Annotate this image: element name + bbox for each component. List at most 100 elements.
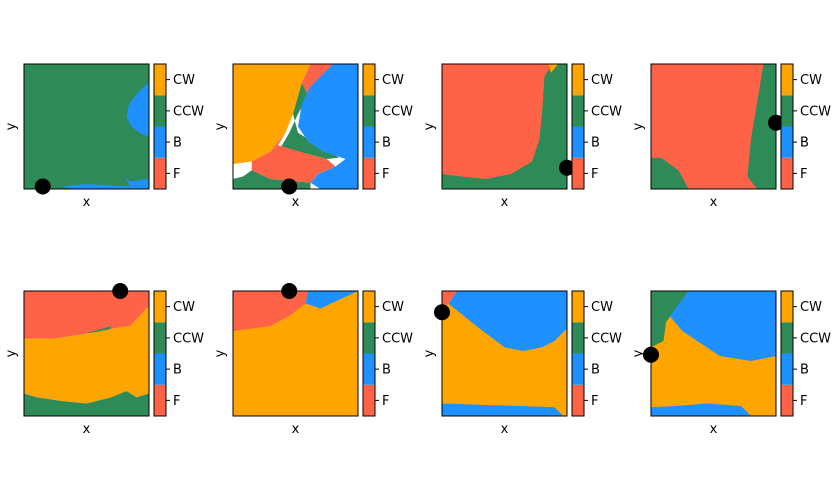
y-axis-label: y — [213, 122, 228, 130]
colorbar-label-f: F — [591, 394, 598, 409]
axes-frame — [232, 63, 359, 190]
colorbar-segment-cw — [154, 291, 166, 323]
colorbar-label-cw: CW — [800, 300, 822, 315]
colorbar-segment-cw — [154, 64, 166, 96]
colorbar-segment-f — [572, 384, 584, 416]
region-ccw — [24, 64, 149, 189]
region-b — [669, 291, 776, 361]
colorbar-label-ccw: CCW — [800, 104, 831, 119]
colorbar-segment-ccw — [154, 322, 166, 354]
colorbar-segment-b — [572, 353, 584, 385]
colorbar-segment-b — [154, 353, 166, 385]
colorbar-label-cw: CW — [382, 300, 404, 315]
y-axis-label: y — [631, 349, 646, 357]
colorbar-segment-f — [781, 157, 793, 189]
colorbar-label-b: B — [800, 363, 809, 378]
colorbar-segment-f — [363, 384, 375, 416]
panel-4: x y F B CCW CW — [631, 63, 831, 210]
colorbar-label-b: B — [173, 363, 182, 378]
region-f — [442, 291, 457, 309]
decision-map — [24, 291, 149, 416]
region-f — [251, 132, 336, 183]
x-axis-label: x — [710, 422, 718, 437]
colorbar-segment-b — [781, 353, 793, 385]
colorbar-label-f: F — [382, 394, 389, 409]
colorbar-label-ccw: CCW — [800, 331, 831, 346]
colorbar-frame — [153, 63, 167, 190]
colorbar-label-b: B — [382, 363, 391, 378]
colorbar-label-ccw: CCW — [591, 104, 622, 119]
colorbar-segment-cw — [572, 64, 584, 96]
colorbar-frame — [571, 290, 585, 417]
colorbar-frame — [153, 290, 167, 417]
region-cw — [233, 64, 311, 179]
panel-7: x y F B CCW CW — [422, 290, 622, 437]
x-axis-label: x — [83, 422, 91, 437]
region-ccw — [280, 82, 340, 159]
y-axis-label: y — [213, 349, 228, 357]
colorbar-label-cw: CW — [800, 73, 822, 88]
y-axis-label: y — [422, 122, 437, 130]
panel-5: x y F B CCW CW — [4, 283, 204, 437]
decision-map — [651, 64, 776, 189]
y-axis-label: y — [4, 122, 19, 130]
region-b — [126, 82, 149, 137]
colorbar-segment-b — [572, 126, 584, 158]
decision-map — [233, 291, 358, 416]
colorbar-segment-ccw — [363, 95, 375, 127]
colorbar-segment-b — [154, 126, 166, 158]
colorbar-label-ccw: CCW — [382, 104, 413, 119]
colorbar-label-f: F — [173, 167, 180, 182]
colorbar-label-ccw: CCW — [173, 104, 204, 119]
agent-marker — [34, 178, 51, 195]
x-axis-label: x — [83, 195, 91, 210]
colorbar-segment-ccw — [572, 322, 584, 354]
colorbar-segment-ccw — [781, 322, 793, 354]
colorbar-label-f: F — [382, 167, 389, 182]
region-b — [61, 171, 149, 189]
axes-frame — [23, 290, 150, 417]
colorbar-label-b: B — [800, 136, 809, 151]
region-cw — [548, 64, 559, 73]
region-f — [24, 291, 149, 339]
region-b — [651, 403, 751, 416]
axes-frame — [650, 290, 777, 417]
colorbar-segment-b — [363, 353, 375, 385]
colorbar-segment-f — [154, 157, 166, 189]
y-axis-label: y — [4, 349, 19, 357]
colorbar-label-cw: CW — [591, 300, 613, 315]
region-ccw — [24, 391, 149, 416]
region-b — [298, 64, 358, 189]
region-cw — [24, 306, 149, 404]
axes-frame — [232, 290, 359, 417]
panel-3: x y F B CCW CW — [422, 63, 622, 210]
panel-8: x y F B CCW CW — [631, 290, 831, 437]
axes-frame — [441, 290, 568, 417]
colorbar-label-cw: CW — [591, 73, 613, 88]
colorbar-segment-cw — [572, 291, 584, 323]
panel-6: x y F B CCW CW — [213, 283, 413, 437]
colorbar-label-cw: CW — [173, 73, 195, 88]
axes-frame — [650, 63, 777, 190]
colorbar-segment-f — [781, 384, 793, 416]
colorbar-frame — [362, 63, 376, 190]
colorbar-label-f: F — [173, 394, 180, 409]
panel-2: x y F B CCW CW — [213, 63, 413, 210]
axes-frame — [23, 63, 150, 190]
region-ccw — [80, 326, 112, 335]
colorbar-segment-f — [154, 384, 166, 416]
colorbar-label-cw: CW — [173, 300, 195, 315]
decision-map — [442, 64, 567, 189]
region-f — [442, 64, 552, 179]
colorbar-segment-cw — [363, 291, 375, 323]
colorbar-segment-ccw — [154, 95, 166, 127]
x-axis-label: x — [710, 195, 718, 210]
panel-1: x y F B CCW CW — [4, 63, 204, 210]
colorbar-frame — [780, 290, 794, 417]
colorbar-segment-f — [363, 157, 375, 189]
colorbar-segment-ccw — [363, 322, 375, 354]
region-b — [442, 403, 564, 416]
colorbar-label-b: B — [591, 136, 600, 151]
colorbar-segment-ccw — [781, 95, 793, 127]
